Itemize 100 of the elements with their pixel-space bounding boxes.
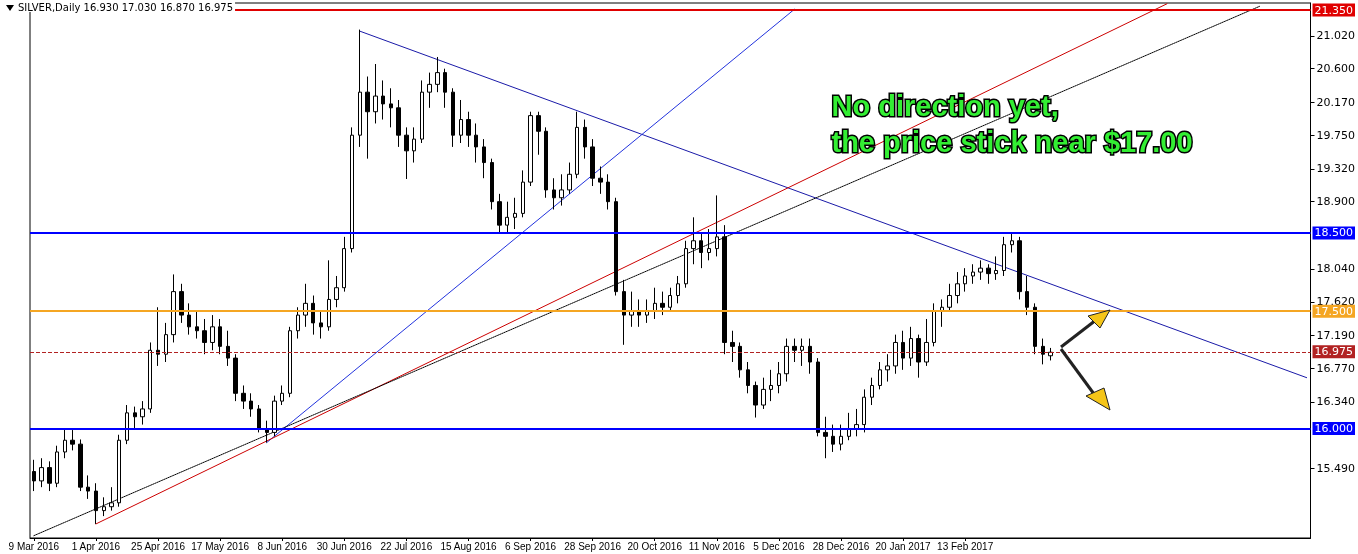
candlestick (466, 111, 471, 148)
candlestick (753, 381, 758, 419)
x-tick-label: 13 Feb 2017 (937, 540, 994, 552)
candlestick (761, 377, 766, 410)
candlestick (653, 287, 657, 320)
candlestick (738, 341, 742, 379)
candlestick (544, 126, 548, 199)
y-tick-label: 21.020 (1316, 29, 1356, 43)
candlestick (598, 165, 603, 195)
candlestick (63, 428, 67, 459)
candlestick (474, 122, 478, 164)
candlestick (707, 228, 711, 261)
candlestick (521, 169, 525, 218)
candlestick (536, 111, 541, 156)
candlestick (226, 330, 230, 367)
ref-line-label: 21.350 (1314, 3, 1354, 17)
candlestick (125, 404, 129, 445)
candlestick (327, 259, 331, 332)
candlestick (1025, 275, 1029, 316)
candlestick (257, 404, 261, 433)
candlestick (334, 275, 339, 308)
candlestick (296, 306, 300, 340)
candlestick (567, 162, 572, 195)
candlestick (497, 193, 502, 234)
x-tick-label: 17 May 2016 (191, 540, 250, 552)
candlestick (590, 138, 595, 187)
x-tick-label: 1 Apr 2016 (71, 540, 121, 552)
candlestick (459, 99, 463, 144)
candlestick (187, 302, 191, 336)
candlestick (241, 384, 246, 410)
x-tick-label: 30 Jun 2016 (316, 540, 373, 552)
candlestick (39, 457, 44, 488)
candlestick (691, 216, 696, 265)
candlestick (311, 295, 315, 336)
candlestick (195, 310, 199, 340)
x-tick-label: 28 Sep 2016 (564, 540, 622, 552)
y-tick-label: 16.340 (1316, 395, 1356, 409)
candlestick (156, 306, 160, 367)
chart-title: SILVER,Daily 16.930 17.030 16.870 16.975 (18, 1, 234, 13)
candlestick (909, 326, 913, 367)
candlestick (808, 338, 812, 375)
candlestick (513, 197, 517, 230)
candlestick (528, 111, 533, 187)
candlestick (583, 119, 587, 160)
candlestick (490, 158, 494, 210)
candlestick (78, 438, 83, 492)
candlestick (350, 126, 354, 254)
y-tick-label: 15.490 (1316, 461, 1356, 475)
ref-line-label: 17.500 (1314, 304, 1354, 318)
candlestick (358, 29, 362, 148)
candlestick (1033, 302, 1037, 355)
candlestick (1017, 236, 1022, 300)
candlestick (443, 68, 447, 109)
candlestick (769, 369, 773, 402)
y-tick-label: 19.320 (1316, 162, 1356, 176)
candlestick (32, 459, 36, 492)
candlestick (552, 177, 556, 210)
candlestick (559, 173, 564, 207)
candlestick (901, 330, 905, 371)
candlestick (482, 138, 486, 179)
x-tick-label: 20 Oct 2016 (627, 540, 683, 552)
y-tick-label: 17.190 (1316, 328, 1356, 342)
candlestick (148, 341, 152, 414)
candlestick (746, 361, 750, 394)
candlestick (994, 255, 998, 281)
candlestick (606, 173, 610, 210)
candlestick (420, 79, 424, 144)
candlestick (505, 201, 509, 234)
candlestick (784, 338, 789, 383)
candlestick (179, 283, 184, 324)
candlestick (862, 388, 866, 433)
candlestick (870, 377, 874, 406)
candlestick (854, 408, 859, 437)
candlestick (396, 99, 401, 148)
candlestick (684, 240, 688, 289)
y-tick-label: 18.040 (1316, 262, 1356, 276)
candlestick (435, 56, 440, 93)
candlestick (404, 126, 409, 180)
candlestick (668, 287, 672, 312)
x-tick-label: 28 Dec 2016 (812, 540, 870, 552)
candlestick (777, 361, 781, 394)
y-tick-label: 19.750 (1316, 128, 1356, 142)
candlestick (622, 279, 626, 346)
candlestick (715, 194, 719, 257)
candlestick (94, 482, 98, 525)
candlestick (699, 232, 703, 269)
candlestick (102, 496, 106, 517)
candlestick (1041, 338, 1045, 365)
y-tick-label: 20.600 (1316, 62, 1356, 76)
candlestick (117, 434, 121, 508)
candlestick (164, 322, 168, 363)
x-tick-label: 11 Nov 2016 (688, 540, 746, 552)
candlestick (133, 406, 137, 429)
candlestick (210, 314, 215, 351)
candlestick (986, 263, 991, 285)
x-tick-label: 6 Sep 2016 (504, 540, 557, 552)
y-tick-label: 18.900 (1316, 195, 1356, 209)
candlestick (730, 330, 735, 363)
candlestick (303, 283, 308, 328)
candlestick (365, 76, 370, 160)
